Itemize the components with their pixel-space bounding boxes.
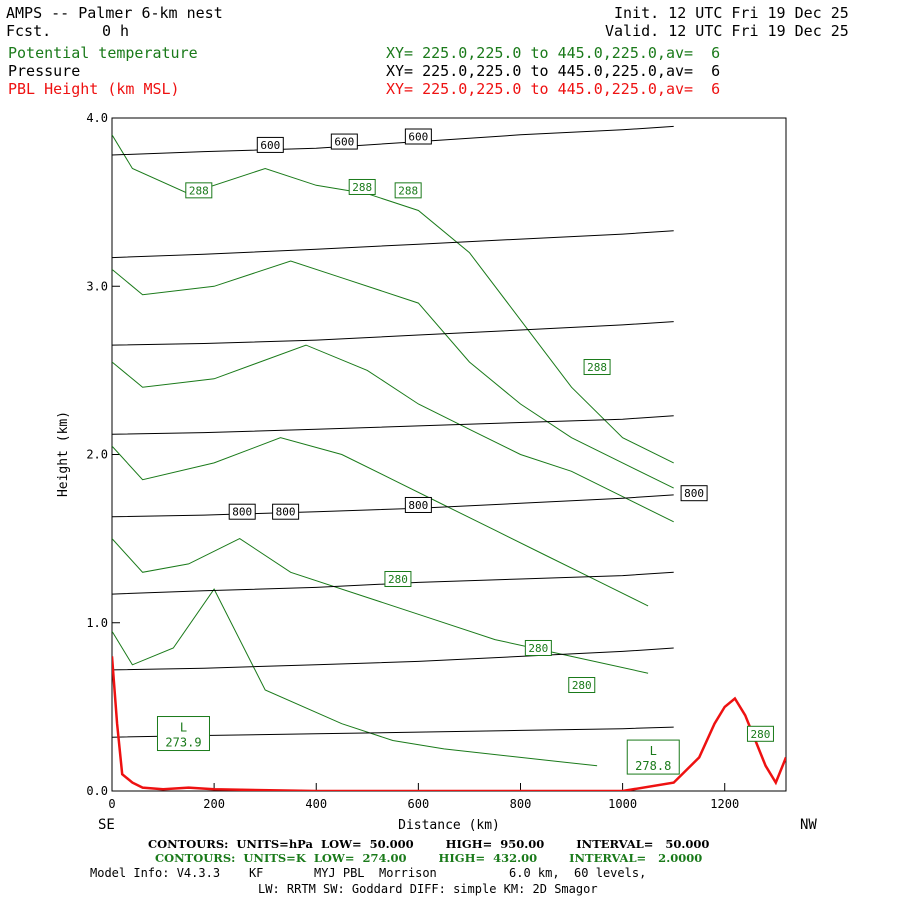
x-axis-left-end-label: SE xyxy=(98,817,115,833)
theta-contour-label-box xyxy=(185,182,213,199)
pressure-contour-line xyxy=(112,571,674,595)
theta-contour-label-box xyxy=(568,677,596,694)
footer-theta-contours: CONTOURS: UNITS=K LOW= 274.00 HIGH= 432.… xyxy=(155,851,703,865)
x-tick-label: 600 xyxy=(408,797,430,811)
low-center-value: 273.9 xyxy=(165,736,201,750)
pressure-contour-label-box xyxy=(272,503,300,520)
theta-contour-line xyxy=(112,134,674,464)
footer-pressure-contours: CONTOURS: UNITS=hPa LOW= 50.000 HIGH= 95… xyxy=(148,837,710,851)
field-pbl-xy: XY= 225.0,225.0 to 445.0,225.0,av= 6 xyxy=(386,80,721,98)
pressure-contour-label: 800 xyxy=(408,499,428,512)
theta-contour-label-box xyxy=(746,725,774,742)
pressure-contour-label: 600 xyxy=(408,131,428,144)
x-axis-right-end-label: NW xyxy=(800,817,817,833)
y-tick-label: 3.0 xyxy=(86,279,108,293)
field-pressure-xy: XY= 225.0,225.0 to 445.0,225.0,av= 6 xyxy=(386,62,721,80)
y-tick-label: 0.0 xyxy=(86,784,108,798)
pressure-contour-line xyxy=(112,230,674,259)
chart-title: AMPS -- Palmer 6-km nest xyxy=(6,4,223,22)
pbl-height-line xyxy=(112,656,786,791)
low-center-box xyxy=(626,739,680,775)
low-center-letter: L xyxy=(180,721,187,735)
pressure-contour-label-box xyxy=(256,136,284,153)
init-time: Init. 12 UTC Fri 19 Dec 25 xyxy=(614,4,849,22)
footer-model-info: Model Info: V4.3.3 KF MYJ PBL Morrison 6… xyxy=(90,866,647,880)
theta-contour-label: 280 xyxy=(528,642,548,655)
field-pbl-name: PBL Height (km MSL) xyxy=(8,80,180,98)
theta-contour-line xyxy=(112,260,674,489)
theta-contour-label: 288 xyxy=(398,184,418,197)
low-center-box xyxy=(156,716,210,752)
footer-physics: LW: RRTM SW: Goddard DIFF: simple KM: 2D… xyxy=(258,882,598,896)
pressure-contour-label: 600 xyxy=(260,139,280,152)
x-tick-label: 200 xyxy=(203,797,225,811)
x-tick-label: 400 xyxy=(305,797,327,811)
forecast-label: Fcst. xyxy=(6,22,52,40)
theta-contour-label-box xyxy=(583,359,611,376)
theta-contour-line xyxy=(112,437,649,607)
field-theta-xy: XY= 225.0,225.0 to 445.0,225.0,av= 6 xyxy=(386,44,721,62)
x-tick-label: 0 xyxy=(108,797,115,811)
theta-contour-line xyxy=(112,588,598,767)
theta-contour-label: 288 xyxy=(352,181,372,194)
theta-contour-label: 288 xyxy=(587,361,607,374)
theta-contour-line xyxy=(112,344,674,523)
theta-contour-label: 280 xyxy=(388,573,408,586)
field-theta-name: Potential temperature xyxy=(8,44,198,62)
x-tick-label: 800 xyxy=(510,797,532,811)
pressure-contour-label-box xyxy=(228,503,256,520)
pressure-contour-line xyxy=(112,494,674,518)
pressure-contour-label: 800 xyxy=(232,506,252,519)
forecast-value: 0 h xyxy=(102,22,130,40)
pressure-contour-line xyxy=(112,125,674,156)
y-axis-label: Height (km) xyxy=(56,411,71,497)
pressure-contour-label-box xyxy=(330,133,358,150)
theta-contour-label: 280 xyxy=(751,728,771,741)
y-tick-label: 2.0 xyxy=(86,448,108,462)
y-tick-label: 1.0 xyxy=(86,616,108,630)
pressure-contour-label-box xyxy=(680,485,708,502)
theta-contour-label: 280 xyxy=(572,679,592,692)
field-pressure-name: Pressure xyxy=(8,62,81,80)
theta-contour-label: 288 xyxy=(189,184,209,197)
pressure-contour-label-box xyxy=(404,496,432,513)
pressure-contour-line xyxy=(112,321,674,346)
pressure-contour-label: 800 xyxy=(684,487,704,500)
pressure-contour-line xyxy=(112,415,674,435)
pressure-contour-label: 800 xyxy=(276,506,296,519)
theta-contour-label-box xyxy=(348,178,376,195)
pressure-contour-label-box xyxy=(404,128,432,145)
x-axis-label: Distance (km) xyxy=(398,818,500,833)
valid-time: Valid. 12 UTC Fri 19 Dec 25 xyxy=(605,22,849,40)
pressure-contour-label: 600 xyxy=(334,136,354,149)
low-center-letter: L xyxy=(650,744,657,758)
low-center-value: 278.8 xyxy=(635,759,671,773)
x-tick-label: 1200 xyxy=(710,797,739,811)
theta-contour-line xyxy=(112,538,649,674)
pressure-contour-line xyxy=(112,647,674,671)
x-tick-label: 1000 xyxy=(608,797,637,811)
theta-contour-label-box xyxy=(394,182,422,199)
y-tick-label: 4.0 xyxy=(86,111,108,125)
theta-contour-label-box xyxy=(524,639,552,656)
theta-contour-label-box xyxy=(384,571,412,588)
plot-frame xyxy=(111,117,787,792)
